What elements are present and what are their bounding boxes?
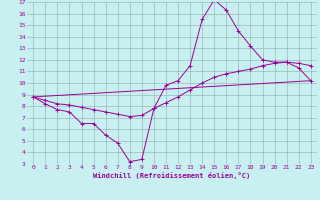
X-axis label: Windchill (Refroidissement éolien,°C): Windchill (Refroidissement éolien,°C) [93, 172, 251, 179]
